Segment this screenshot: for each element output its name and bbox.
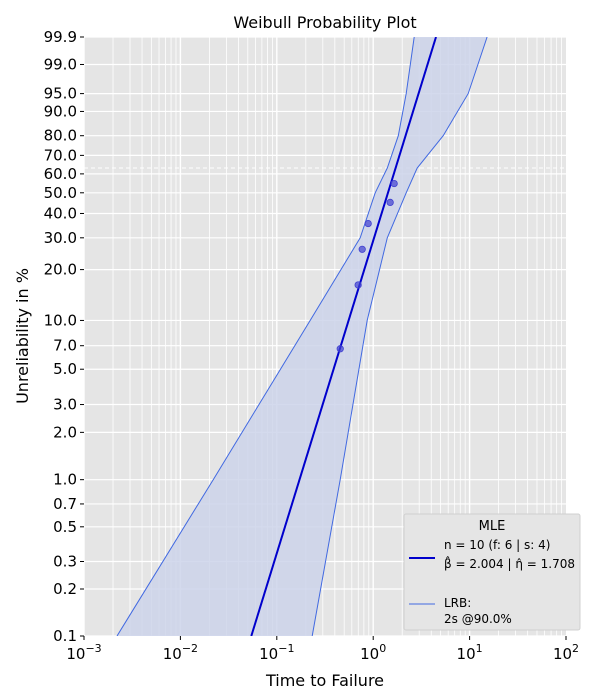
data-point <box>354 281 362 289</box>
x-tick-label: 101 <box>457 642 483 663</box>
y-tick-label: 0.2 <box>53 580 77 598</box>
legend-box <box>403 513 581 631</box>
legend-bounds-line1: LRB: <box>444 596 471 610</box>
y-tick-label: 99.0 <box>44 55 77 73</box>
data-point <box>386 198 394 207</box>
y-tick-label: 5.0 <box>53 360 77 378</box>
x-tick-label: 10−1 <box>259 642 294 663</box>
x-tick-label: 10−2 <box>163 642 198 663</box>
y-tick-label: 95.0 <box>44 85 77 103</box>
legend-bounds-line2: 2s @90.0% <box>444 612 512 626</box>
legend-title: MLE <box>479 519 506 534</box>
y-tick-label: 80.0 <box>44 127 77 145</box>
y-tick-label: 0.7 <box>53 495 77 513</box>
y-tick-label: 60.0 <box>44 165 77 183</box>
x-tick-label: 100 <box>360 642 386 663</box>
data-point <box>364 219 372 228</box>
y-tick-label: 3.0 <box>53 396 77 414</box>
y-tick-label: 0.3 <box>53 552 77 570</box>
upper-bound-line <box>311 37 488 636</box>
y-tick-label: 40.0 <box>44 204 77 222</box>
y-tick-label: 90.0 <box>44 102 77 120</box>
legend: MLE n = 10 (f: 6 | s: 4) β̂ = 2.004 | η̂… <box>403 513 581 631</box>
y-tick-label: 20.0 <box>44 261 77 279</box>
plot-marks <box>116 37 488 636</box>
x-axis-label: Time to Failure <box>265 671 384 690</box>
fit-line <box>250 37 437 636</box>
y-tick-label: 99.9 <box>44 28 77 46</box>
lower-bound-line <box>116 37 415 636</box>
data-point <box>358 245 366 253</box>
marks <box>116 37 488 636</box>
data-point <box>336 345 344 353</box>
y-tick-label: 30.0 <box>44 229 77 247</box>
y-tick-label: 1.0 <box>53 471 77 489</box>
y-axis-label: Unreliability in % <box>13 268 32 404</box>
y-tick-label: 0.5 <box>53 518 77 536</box>
legend-fit-line2: β̂ = 2.004 | η̂ = 1.708 <box>444 555 575 571</box>
data-point <box>390 179 398 188</box>
y-tick-label: 7.0 <box>53 337 77 355</box>
axes: 0.1 0.2 0.3 0.5 0.7 1.0 2.0 3.0 5.0 7.0 10.0 20.0 30… <box>44 28 579 663</box>
y-tick-label: 70.0 <box>44 146 77 164</box>
y-tick-label: 50.0 <box>44 184 77 202</box>
y-tick-label: 2.0 <box>53 423 77 441</box>
y-tick-label: 0.1 <box>53 627 77 645</box>
x-tick-label: 102 <box>553 642 579 663</box>
x-tick-label: 10−3 <box>66 642 101 663</box>
legend-fit-line1: n = 10 (f: 6 | s: 4) <box>444 538 550 552</box>
chart-title: Weibull Probability Plot <box>233 13 416 32</box>
y-tick-label: 10.0 <box>44 311 77 329</box>
